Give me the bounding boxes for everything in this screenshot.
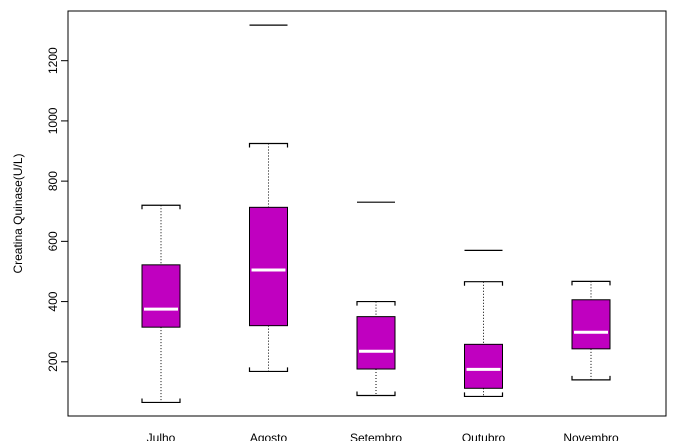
upper-staple [356,300,396,306]
x-category-label: Julho [147,431,176,441]
y-tick-label: 1000 [46,107,60,134]
lower-staple [463,392,504,398]
x-category-label: Novembro [563,431,619,441]
y-tick-label: 400 [46,291,60,311]
x-category-label: Setembro [350,431,402,441]
upper-staple [248,142,289,148]
y-axis-title: Creatina Quinase(U/L) [11,153,25,273]
x-category-label: Agosto [250,431,288,441]
upper-staple [571,280,611,286]
iqr-box [356,316,396,370]
boxes-layer [141,24,611,404]
box-group-setembro [356,201,396,397]
lower-staple [141,398,181,404]
y-axis: 200 400 600 800 1000 1200 [46,47,69,372]
lower-staple [356,391,396,397]
iqr-box [571,299,611,350]
box-group-outubro [463,249,504,398]
x-category-label: Outubro [462,431,506,441]
x-axis: Julho Agosto Setembro Outubro Novembro [147,431,619,441]
box-group-agosto [248,24,289,373]
iqr-box [141,264,181,328]
y-tick-label: 1200 [46,47,60,74]
y-tick-label: 200 [46,351,60,371]
upper-staple [463,281,504,286]
upper-staple [141,204,181,210]
iqr-box [464,343,503,389]
lower-staple [571,375,611,381]
box-group-julho [141,204,181,404]
iqr-box [249,206,288,327]
lower-staple [248,367,289,373]
y-tick-label: 600 [46,231,60,251]
y-tick-label: 800 [46,171,60,191]
box-group-novembro [571,280,611,381]
